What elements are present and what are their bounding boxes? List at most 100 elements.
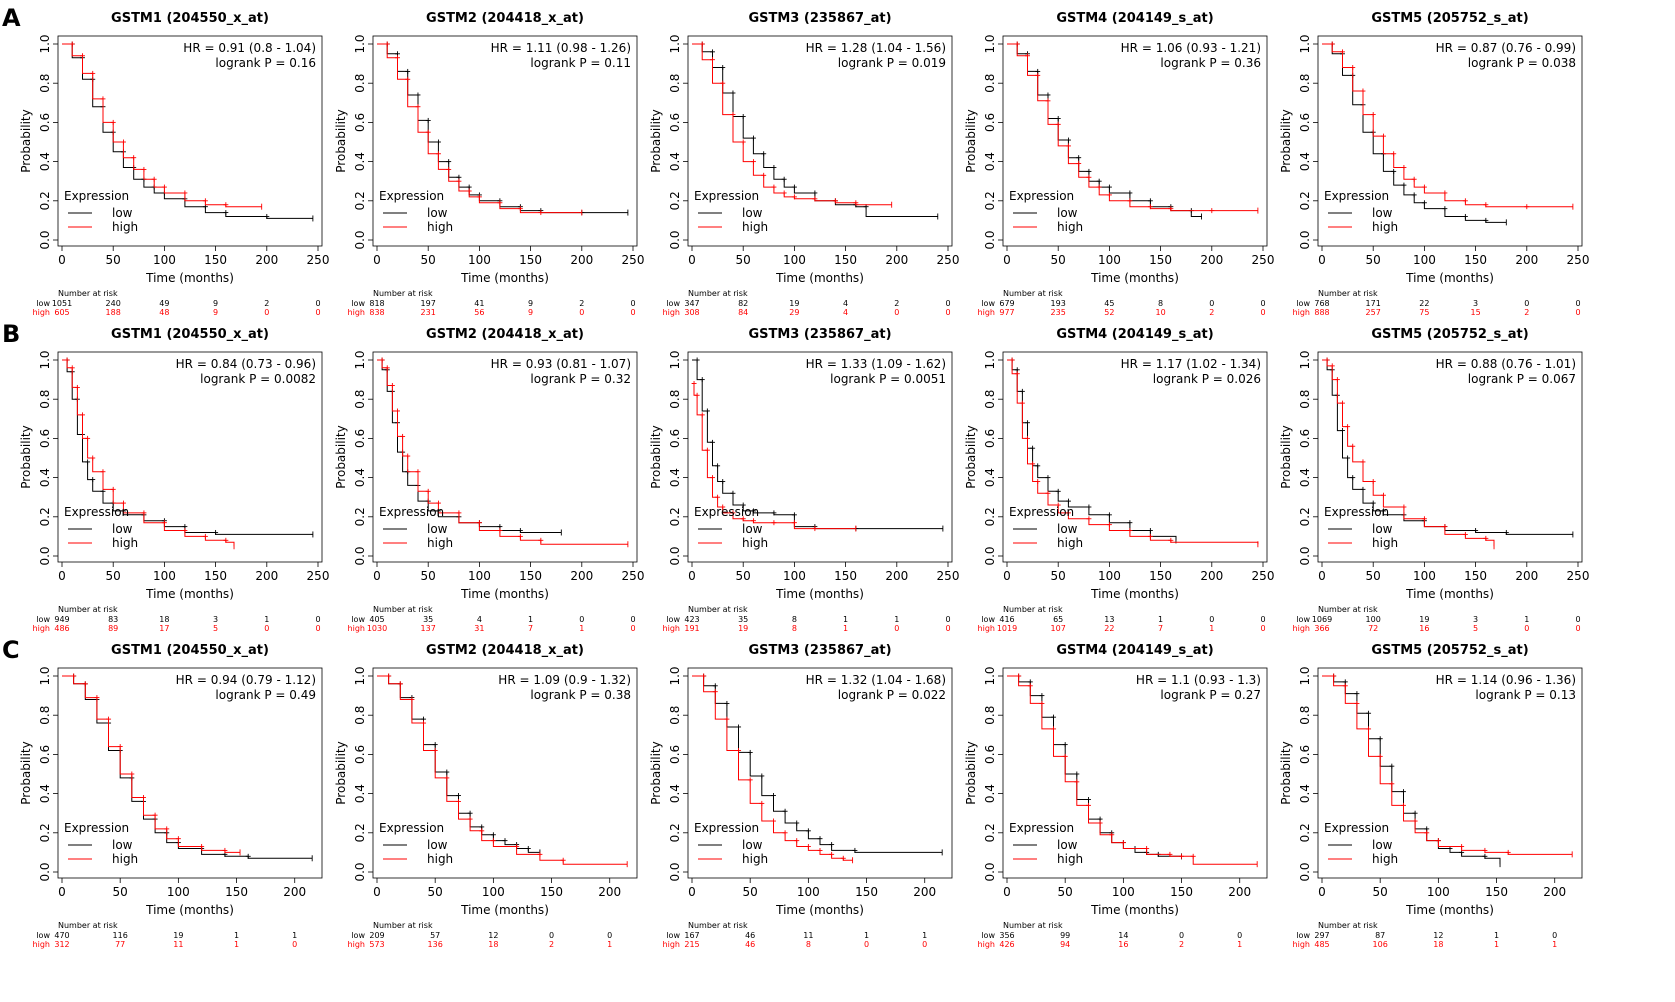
risk-count-low: 35 [423, 615, 433, 624]
risk-row-label-high: high [348, 940, 365, 949]
risk-count-high: 485 [1314, 940, 1329, 949]
risk-count-high: 0 [864, 940, 869, 949]
y-axis-label: Probability [19, 109, 33, 172]
censor-marks-high [386, 673, 628, 868]
plot-frame [687, 351, 953, 563]
plot-frame [1002, 351, 1268, 563]
risk-count-low: 0 [1260, 299, 1265, 308]
risk-count-low: 0 [945, 615, 950, 624]
legend-title: Expression [379, 505, 444, 519]
logrank-p: logrank P = 0.49 [215, 688, 316, 702]
x-tick-label: 150 [1149, 253, 1172, 267]
risk-count-high: 7 [1158, 624, 1163, 633]
risk-count-high: 72 [1368, 624, 1378, 633]
risk-row-label-low: low [1296, 299, 1310, 308]
risk-count-high: 2 [1209, 308, 1214, 317]
y-tick-label: 0.0 [1298, 862, 1312, 881]
y-tick-label: 0.8 [668, 74, 682, 93]
risk-count-high: 1030 [367, 624, 387, 633]
legend-label-low: low [1372, 838, 1393, 852]
risk-count-low: 679 [999, 299, 1014, 308]
legend-label-high: high [1372, 536, 1398, 550]
risk-count-high: 188 [106, 308, 121, 317]
plot-title: GSTM3 (235867_at) [748, 11, 891, 26]
risk-count-low: 22 [1419, 299, 1429, 308]
y-tick-label: 0.8 [353, 706, 367, 725]
x-tick-label: 100 [1413, 569, 1436, 583]
risk-count-low: 949 [54, 615, 69, 624]
legend-label-low: low [1372, 206, 1393, 220]
logrank-p: logrank P = 0.0082 [200, 372, 316, 386]
risk-count-low: 1 [894, 615, 899, 624]
km-curve-high [62, 675, 240, 853]
y-tick-label: 0.6 [38, 745, 52, 764]
y-tick-label: 0.2 [1298, 507, 1312, 526]
plot-frame [57, 351, 323, 563]
hazard-ratio: HR = 1.17 (1.02 - 1.34) [1121, 357, 1261, 371]
plot-title: GSTM2 (204418_x_at) [426, 11, 584, 26]
km-plot: GSTM2 (204418_x_at) 0.0 0.2 0.4 0.6 0.8 1.0 Pro… [334, 643, 638, 949]
km-plot: GSTM3 (235867_at) 0.0 0.2 0.4 0.6 0.8 1.0 Proba… [649, 327, 959, 633]
y-tick-label: 1.0 [668, 350, 682, 369]
x-tick-label: 100 [1098, 253, 1121, 267]
risk-count-low: 49 [159, 299, 169, 308]
plot-title: GSTM2 (204418_x_at) [426, 327, 584, 342]
x-axis-label: Time (months) [460, 903, 549, 917]
km-curve-low [692, 675, 943, 853]
risk-count-high: 0 [579, 308, 584, 317]
y-axis-label: Probability [334, 741, 348, 804]
risk-count-low: 82 [738, 299, 748, 308]
y-tick-label: 0.8 [668, 390, 682, 409]
risk-row-label-high: high [663, 624, 680, 633]
logrank-p: logrank P = 0.0051 [830, 372, 946, 386]
logrank-p: logrank P = 0.38 [530, 688, 631, 702]
x-tick-label: 0 [1003, 885, 1011, 899]
x-tick-label: 100 [482, 885, 505, 899]
risk-count-high: 2 [1524, 308, 1529, 317]
y-axis-label: Probability [1279, 109, 1293, 172]
plot-title: GSTM4 (204149_s_at) [1056, 643, 1213, 658]
y-tick-label: 0.2 [1298, 823, 1312, 842]
risk-count-high: 366 [1314, 624, 1329, 633]
risk-header: Number at risk [1318, 921, 1378, 930]
risk-header: Number at risk [58, 921, 118, 930]
risk-count-high: 8 [806, 940, 811, 949]
y-tick-label: 0.6 [1298, 745, 1312, 764]
y-tick-label: 1.0 [38, 666, 52, 685]
risk-count-high: 573 [369, 940, 384, 949]
km-curve-high [692, 383, 856, 530]
x-tick-label: 100 [783, 253, 806, 267]
x-tick-label: 50 [1366, 253, 1381, 267]
censor-marks-high [384, 41, 583, 216]
risk-row-label-low: low [666, 615, 680, 624]
risk-count-low: 1 [528, 615, 533, 624]
x-axis-label: Time (months) [1405, 587, 1494, 601]
risk-header: Number at risk [1003, 289, 1063, 298]
km-plot: GSTM4 (204149_s_at) 0.0 0.2 0.4 0.6 0.8 1.0 Pro… [964, 327, 1274, 633]
plot-title: GSTM5 (205752_s_at) [1371, 11, 1528, 26]
x-tick-label: 100 [1112, 885, 1135, 899]
risk-row-label-high: high [978, 308, 995, 317]
risk-count-high: 888 [1314, 308, 1329, 317]
x-tick-label: 0 [1318, 569, 1326, 583]
risk-count-high: 48 [159, 308, 169, 317]
risk-count-low: 818 [369, 299, 384, 308]
y-tick-label: 0.2 [983, 823, 997, 842]
risk-count-high: 0 [922, 940, 927, 949]
risk-count-low: 0 [630, 615, 635, 624]
legend-label-low: low [1372, 522, 1393, 536]
risk-count-high: 312 [54, 940, 69, 949]
plot-frame [57, 35, 323, 247]
risk-count-high: 1 [843, 624, 848, 633]
risk-count-low: 0 [315, 299, 320, 308]
risk-count-high: 0 [945, 308, 950, 317]
y-tick-label: 0.4 [668, 468, 682, 487]
risk-count-low: 405 [369, 615, 384, 624]
risk-count-high: 10 [1156, 308, 1166, 317]
risk-count-low: 1051 [52, 299, 72, 308]
risk-count-high: 0 [894, 308, 899, 317]
risk-row-label-low: low [666, 931, 680, 940]
panel-b: B GSTM1 (204550_x_at) 0.0 0.2 0.4 0.6 0.8 1.0 Pr… [2, 320, 1589, 633]
risk-row-label-high: high [1293, 308, 1310, 317]
x-tick-label: 50 [1058, 885, 1073, 899]
